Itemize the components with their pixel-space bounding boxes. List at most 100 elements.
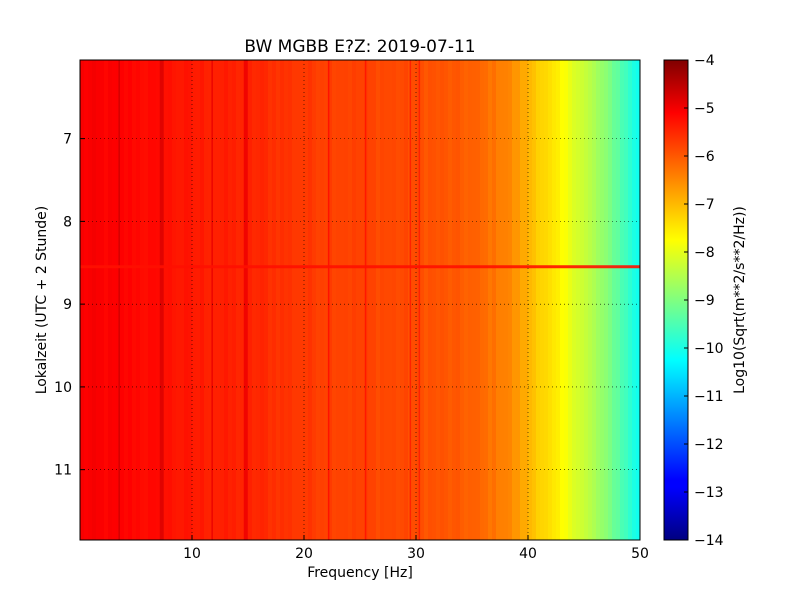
heatmap-column [580,60,585,540]
heatmap-column [324,60,329,540]
colorbar-tick-label: −13 [694,485,724,501]
spectral-line [118,60,120,540]
heatmap-column [448,60,453,540]
heatmap-column [548,60,553,540]
heatmap-column [412,60,417,540]
heatmap-column [208,60,213,540]
heatmap-column [524,60,529,540]
heatmap-column [200,60,205,540]
heatmap-column [484,60,489,540]
colorbar-tick-label: −5 [694,101,715,117]
heatmap-column [272,60,277,540]
heatmap-column [104,60,109,540]
heatmap-column [232,60,237,540]
heatmap-column [540,60,545,540]
colorbar-tick-label: −6 [694,149,715,165]
heatmap-column [212,60,217,540]
colorbar-ticks: −4 −5 −6 −7 −8 −9 −10 −11 −12 −13 −14 [684,53,724,549]
colorbar-tick-label: −4 [694,53,715,69]
heatmap-column [88,60,93,540]
heatmap-column [628,60,633,540]
x-tick-label: 30 [407,546,425,562]
plot-area: 10 20 30 40 50 7 8 9 10 11 [54,59,649,562]
heatmap-column [508,60,513,540]
x-tick-label: 10 [183,546,201,562]
heatmap-column [148,60,153,540]
colorbar: −4 −5 −6 −7 −8 −9 −10 −11 −12 −13 −14 [663,53,724,549]
heatmap-column [228,60,233,540]
heatmap-column [116,60,121,540]
heatmap-column [416,60,421,540]
heatmap-column [420,60,425,540]
heatmap-column [344,60,349,540]
heatmap-column [432,60,437,540]
heatmap-column [544,60,549,540]
x-axis-ticks: 10 20 30 40 50 [183,535,649,562]
heatmap-column [268,60,273,540]
heatmap-column [636,60,640,540]
heatmap-column [84,60,89,540]
heatmap-column [536,60,541,540]
heatmap-column [440,60,445,540]
heatmap-column [616,60,621,540]
heatmap-column [136,60,141,540]
heatmap-column [452,60,457,540]
heatmap-column [584,60,589,540]
chart-title: BW MGBB E?Z: 2019-07-11 [244,37,475,57]
heatmap-column [132,60,137,540]
heatmap-column [604,60,609,540]
colorbar-tick-label: −10 [694,341,724,357]
y-axis-label: Lokalzeit (UTC + 2 Stunde) [34,206,50,395]
y-tick-label: 7 [63,132,72,148]
heatmap-column [552,60,557,540]
heatmap-column [280,60,285,540]
heatmap-column [216,60,221,540]
heatmap-column [404,60,409,540]
heatmap-column [300,60,305,540]
heatmap-column [352,60,357,540]
heatmap-column [400,60,405,540]
heatmap-column [188,60,193,540]
heatmap-column [224,60,229,540]
heatmap-column [468,60,473,540]
y-tick-label: 8 [63,214,72,230]
spectral-line [211,60,213,540]
heatmap-column [120,60,125,540]
heatmap-column [204,60,209,540]
heatmap-column [112,60,117,540]
heatmap-column [520,60,525,540]
heatmap-column [600,60,605,540]
heatmap-column [152,60,157,540]
heatmap-column [252,60,257,540]
transient-event [80,265,640,269]
heatmap-column [596,60,601,540]
heatmap-column [388,60,393,540]
heatmap-column [264,60,269,540]
heatmap-column [256,60,261,540]
heatmap-column [92,60,97,540]
heatmap-column [612,60,617,540]
colorbar-label: Log10(Sqrt(m**2/s**2/Hz)) [732,206,748,394]
heatmap-column [624,60,629,540]
colorbar-tick-label: −11 [694,389,724,405]
heatmap-column [480,60,485,540]
heatmap-column [348,60,353,540]
heatmap-column [240,60,245,540]
heatmap-column [176,60,181,540]
heatmap-column [472,60,477,540]
colorbar-tick-label: −9 [694,293,715,309]
heatmap-column [460,60,465,540]
heatmap-column [564,60,569,540]
heatmap-column [180,60,185,540]
heatmap-column [368,60,373,540]
heatmap-column [100,60,105,540]
heatmap-column [444,60,449,540]
heatmap-column [392,60,397,540]
y-tick-label: 9 [63,297,72,313]
spectral-line [364,60,367,540]
heatmap-column [316,60,321,540]
heatmap-column [328,60,333,540]
heatmap-column [632,60,637,540]
y-tick-label: 11 [54,463,72,479]
